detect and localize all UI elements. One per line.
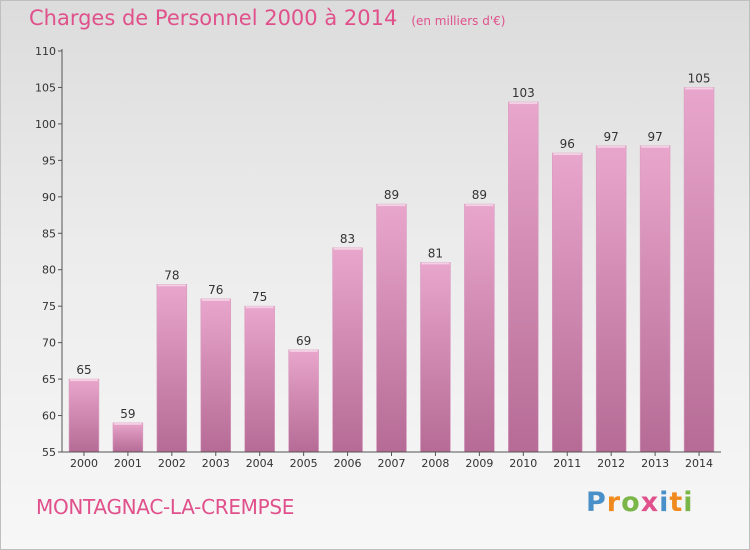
- bar-highlight: [333, 247, 362, 250]
- x-tick-label: 2009: [465, 457, 493, 470]
- bar-value-label: 96: [560, 137, 575, 151]
- bar-value-label: 69: [296, 334, 311, 348]
- axes-group: 55 60 65 70 75 80 85 90 95 100 105 110 2000 2001 2002 2…: [35, 45, 721, 470]
- y-tick-label: 60: [42, 410, 56, 423]
- chart-subtitle: (en milliers d'€): [411, 14, 506, 28]
- bar-value-label: 83: [340, 232, 355, 246]
- bar-value-label: 103: [512, 86, 535, 100]
- x-tick-label: 2005: [290, 457, 318, 470]
- bar: [595, 145, 627, 453]
- bar-value-label: 75: [252, 290, 267, 304]
- x-tick-label: 2008: [421, 457, 449, 470]
- proxiti-logo[interactable]: Proxiti: [586, 487, 694, 518]
- bar: [332, 247, 363, 453]
- bar-highlight: [685, 87, 713, 90]
- commune-name: MONTAGNAC-LA-CREMPSE: [36, 495, 295, 519]
- bar-highlight: [597, 145, 626, 148]
- x-tick-label: 2007: [378, 457, 406, 470]
- bar: [156, 284, 188, 453]
- x-tick-label: 2001: [114, 457, 142, 470]
- y-tick-label: 90: [42, 191, 56, 204]
- chart-title: Charges de Personnel 2000 à 2014 (en mill…: [29, 6, 505, 30]
- bar-value-label: 81: [428, 246, 443, 260]
- logo-letter: i: [683, 487, 694, 518]
- x-tick-label: 2004: [246, 457, 274, 470]
- logo-letter: t: [669, 487, 684, 518]
- bar: [551, 152, 583, 453]
- y-tick-label: 55: [42, 446, 56, 459]
- bar: [420, 262, 451, 453]
- x-tick-label: 2010: [509, 457, 537, 470]
- bars-group: 65 59 78 76 75 69 83 89 81 89 103 96 97 97 105: [68, 71, 715, 453]
- title-text: Charges de Personnel 2000 à 2014: [29, 6, 398, 30]
- bar-value-label: 89: [384, 188, 399, 202]
- y-tick-label: 70: [42, 337, 56, 350]
- bar: [200, 298, 232, 453]
- y-tick-label: 95: [42, 154, 56, 167]
- bar-highlight: [509, 102, 538, 105]
- bar: [288, 349, 319, 453]
- x-tick-label: 2012: [597, 457, 625, 470]
- bar-value-label: 65: [76, 363, 91, 377]
- bar: [508, 101, 539, 453]
- bar: [376, 203, 407, 453]
- logo-letter: o: [621, 487, 641, 518]
- x-tick-label: 2002: [158, 457, 186, 470]
- bar: [639, 145, 671, 453]
- bar-highlight: [377, 204, 406, 207]
- logo-letter: x: [640, 487, 660, 518]
- bar: [68, 378, 100, 453]
- bar-highlight: [553, 153, 582, 156]
- y-tick-label: 75: [42, 300, 56, 313]
- bar-value-label: 76: [208, 283, 223, 297]
- bar-value-label: 59: [120, 407, 135, 421]
- bar: [683, 87, 715, 453]
- bar-value-label: 105: [688, 71, 711, 85]
- x-tick-label: 2013: [641, 457, 669, 470]
- x-tick-label: 2000: [70, 457, 98, 470]
- x-tick-label: 2014: [685, 457, 713, 470]
- bar-value-label: 78: [164, 268, 179, 282]
- logo-letter: r: [606, 487, 622, 518]
- x-tick-label: 2003: [202, 457, 230, 470]
- bar-highlight: [465, 204, 494, 207]
- x-tick-label: 2006: [334, 457, 362, 470]
- bar-value-label: 97: [604, 130, 619, 144]
- bar-highlight: [201, 298, 230, 301]
- y-tick-label: 65: [42, 373, 56, 386]
- bar-highlight: [245, 306, 274, 309]
- bar-value-label: 97: [647, 130, 662, 144]
- bar: [244, 305, 275, 453]
- bar: [464, 203, 495, 453]
- y-tick-label: 110: [35, 45, 56, 58]
- logo-letter: i: [659, 487, 670, 518]
- y-tick-label: 100: [35, 118, 56, 131]
- bar-highlight: [641, 145, 670, 148]
- bar-highlight: [113, 422, 142, 425]
- bar: [112, 422, 144, 453]
- bar-highlight: [289, 349, 318, 352]
- x-tick-label: 2011: [553, 457, 581, 470]
- bar-highlight: [70, 379, 98, 382]
- bar-highlight: [421, 262, 450, 265]
- y-tick-label: 85: [42, 227, 56, 240]
- bar-highlight: [157, 284, 186, 287]
- y-tick-label: 80: [42, 264, 56, 277]
- bar-value-label: 89: [472, 188, 487, 202]
- y-tick-label: 105: [35, 81, 56, 94]
- logo-letter: P: [586, 487, 607, 518]
